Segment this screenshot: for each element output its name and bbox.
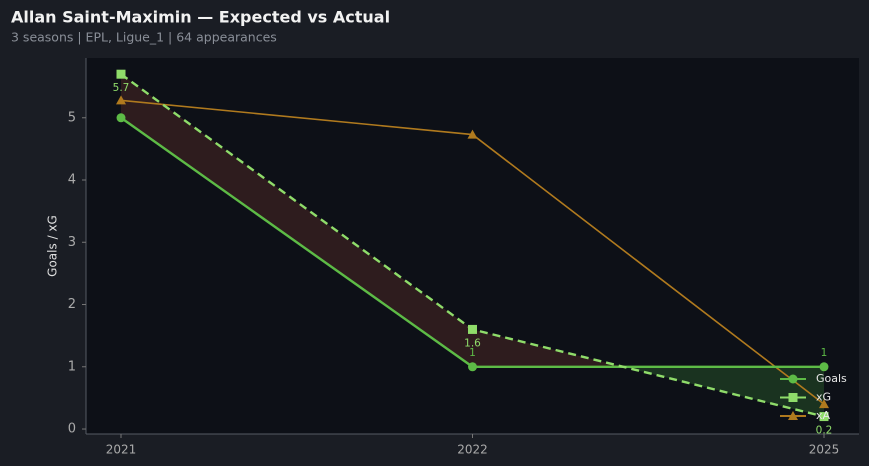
legend-marker	[788, 411, 798, 420]
data-point	[819, 362, 829, 372]
data-point	[468, 362, 477, 372]
data-point	[116, 69, 126, 79]
x-tick-label: 2022	[457, 443, 488, 457]
data-label: 1	[821, 347, 828, 359]
data-point	[819, 412, 829, 422]
data-point	[468, 324, 477, 334]
y-tick-label: 0	[68, 422, 76, 437]
y-tick-label: 5	[68, 110, 76, 125]
data-label: 1	[469, 347, 476, 359]
legend-marker	[788, 393, 798, 402]
data-label: 0.2	[816, 425, 833, 437]
x-tick-label: 2021	[106, 443, 137, 457]
data-point	[819, 399, 829, 409]
legend-marker	[788, 374, 798, 384]
legend-label: xA	[816, 409, 831, 422]
y-axis-label: Goals / xG	[46, 215, 60, 277]
legend-label: Goals	[816, 372, 847, 385]
data-point	[467, 129, 478, 139]
data-point	[116, 95, 126, 105]
chart-title: Allan Saint-Maximin — Expected vs Actual	[11, 8, 390, 27]
data-label: 1.6	[464, 337, 481, 349]
y-tick-label: 3	[68, 235, 76, 250]
x-tick-label: 2025	[809, 443, 840, 457]
chart-subtitle: 3 seasons | EPL, Ligue_1 | 64 appearance…	[11, 30, 277, 45]
y-tick-label: 2	[68, 297, 76, 312]
data-point	[116, 113, 126, 123]
gap-fill	[121, 74, 473, 367]
y-tick-label: 4	[68, 173, 76, 188]
y-tick-label: 1	[68, 359, 76, 374]
legend-label: xG	[816, 391, 831, 404]
data-label: 5.7	[113, 82, 130, 94]
